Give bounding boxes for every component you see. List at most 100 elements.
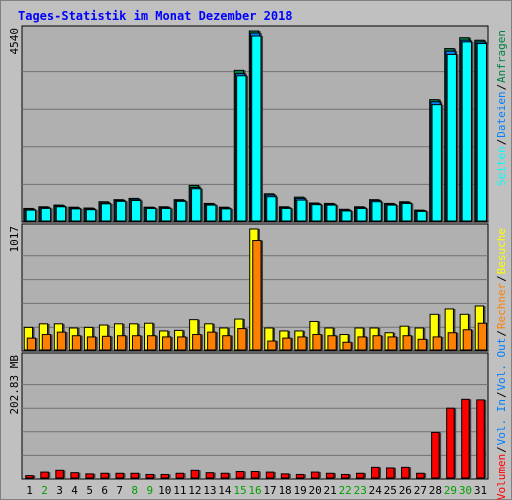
top-bar-seiten-24-face [371, 201, 382, 222]
x-label-day-7: 7 [116, 484, 123, 497]
top-bar-seiten-3 [55, 206, 68, 222]
x-label-day-29: 29 [444, 484, 457, 497]
middle-y-tick-label: 1017 [8, 226, 21, 253]
middle-legend-item: Vol. In [495, 399, 508, 445]
bottom-bar-volumen-15-face [235, 470, 245, 479]
top-bar-seiten-27 [416, 210, 429, 222]
middle-bar-rechner-26 [402, 335, 414, 351]
x-label-day-22: 22 [339, 484, 352, 497]
chart-title: Tages-Statistik im Monat Dezember 2018 [18, 9, 293, 23]
top-bar-seiten-11 [176, 200, 188, 222]
top-bar-seiten-30 [461, 41, 474, 222]
bottom-bar-volumen-17-face [265, 471, 275, 479]
top-bar-seiten-5 [85, 209, 98, 222]
middle-bar-rechner-9-face [147, 335, 157, 351]
middle-bar-rechner-29 [447, 332, 459, 351]
x-label-day-17: 17 [263, 484, 276, 497]
bottom-bar-volumen-27 [416, 472, 427, 479]
middle-bar-rechner-28 [432, 336, 444, 351]
middle-bar-rechner-8 [131, 335, 143, 351]
middle-bar-rechner-14 [222, 335, 233, 351]
top-bar-seiten-17 [266, 196, 279, 222]
middle-bar-rechner-29-face [447, 332, 457, 351]
middle-bar-rechner-16-face [252, 240, 262, 351]
top-bar-seiten-11-face [176, 200, 187, 222]
bottom-bar-volumen-11 [175, 472, 186, 479]
top-bar-seiten-12 [191, 188, 203, 222]
middle-bar-rechner-7-face [116, 335, 127, 351]
bottom-bar-volumen-14 [220, 472, 231, 479]
top-legend-item: / [495, 139, 508, 146]
bottom-bar-volumen-1 [25, 475, 36, 479]
top-bar-seiten-3-face [55, 206, 67, 222]
middle-legend-item: / [495, 391, 508, 398]
middle-bar-rechner-31-face [477, 322, 487, 351]
x-label-day-14: 14 [218, 484, 232, 497]
top-bar-seiten-19 [296, 199, 309, 222]
top-bar-seiten-26 [401, 202, 414, 222]
middle-bar-rechner-25 [387, 336, 399, 351]
top-bar-seiten-21-face [326, 204, 337, 222]
top-bar-seiten-6 [100, 203, 113, 222]
bottom-bar-volumen-31 [476, 399, 487, 479]
middle-bar-rechner-18 [282, 337, 294, 351]
top-bar-seiten-8-face [130, 199, 142, 222]
top-bar-seiten-1 [25, 209, 38, 222]
x-label-day-8: 8 [131, 484, 138, 497]
middle-legend-item: / [495, 275, 508, 282]
middle-bar-rechner-17-face [267, 340, 277, 351]
x-label-day-25: 25 [384, 484, 397, 497]
bottom-bar-volumen-26 [401, 466, 412, 479]
middle-bar-rechner-1-face [26, 337, 37, 351]
top-bar-seiten-9 [145, 207, 158, 222]
middle-bar-rechner-17 [267, 340, 279, 351]
middle-bar-rechner-15-face [237, 328, 247, 351]
bottom-bar-volumen-28 [431, 431, 442, 479]
top-bar-seiten-13-face [206, 204, 217, 222]
top-bar-seiten-12-face [191, 188, 202, 222]
bottom-bar-volumen-18-face [280, 473, 290, 479]
middle-bar-rechner-10-face [162, 336, 172, 351]
middle-bar-rechner-13-face [207, 331, 217, 351]
middle-bar-rechner-16 [252, 240, 264, 351]
bottom-bar-volumen-23-face [355, 472, 365, 479]
top-bar-seiten-18-face [281, 207, 292, 222]
middle-bar-rechner-27 [417, 338, 429, 351]
middle-legend-item: Rechner [495, 282, 508, 329]
middle-legend-item: Vol. Out [495, 338, 508, 391]
bottom-bar-volumen-25 [386, 467, 397, 479]
top-legend-item: Anfragen [495, 30, 508, 83]
bottom-bar-volumen-20 [310, 471, 321, 479]
top-bar-seiten-18 [281, 207, 294, 222]
top-bar-seiten-9-face [145, 207, 157, 222]
bottom-bar-volumen-2 [40, 471, 51, 479]
top-bar-seiten-6-face [100, 203, 112, 222]
middle-bar-rechner-9 [147, 335, 158, 351]
bottom-bar-volumen-12 [190, 469, 201, 479]
bottom-bar-volumen-22-face [340, 473, 350, 479]
middle-bar-rechner-7 [116, 335, 128, 351]
x-label-day-19: 19 [293, 484, 306, 497]
top-bar-seiten-4 [70, 208, 83, 222]
bottom-bar-volumen-24 [371, 466, 382, 479]
middle-bar-rechner-4 [71, 335, 83, 351]
top-bar-seiten-23-face [356, 207, 367, 222]
bottom-bar-volumen-5-face [85, 473, 94, 479]
top-bar-seiten-14-face [221, 208, 232, 222]
top-bar-seiten-22 [341, 210, 354, 222]
middle-bar-rechner-1 [26, 337, 38, 351]
bottom-bar-volumen-21-face [325, 472, 335, 479]
bottom-bar-volumen-9 [145, 473, 156, 479]
middle-bar-rechner-2 [41, 334, 53, 351]
bottom-bar-volumen-29 [446, 407, 457, 479]
top-bar-seiten-14 [221, 208, 233, 222]
middle-bar-rechner-8-face [131, 335, 142, 351]
top-bar-seiten-25 [386, 204, 399, 222]
x-label-day-15: 15 [233, 484, 246, 497]
bottom-bar-volumen-6 [100, 472, 111, 479]
bottom-bar-volumen-6-face [100, 472, 109, 479]
middle-bar-rechner-23 [357, 336, 369, 351]
bottom-bar-volumen-11-face [175, 472, 185, 479]
bottom-bar-volumen-2-face [40, 471, 49, 479]
bottom-bar-volumen-30 [461, 398, 472, 479]
